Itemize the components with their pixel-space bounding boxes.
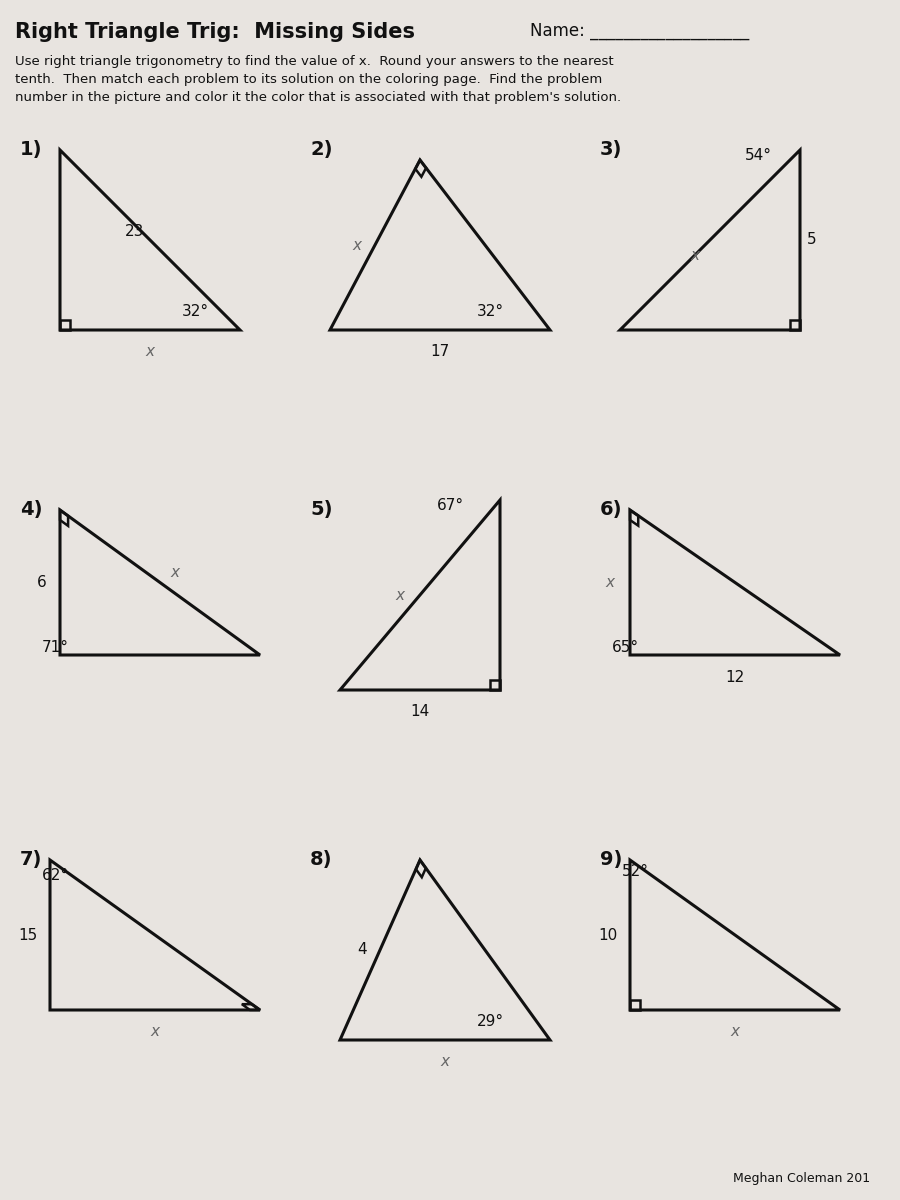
Text: 5: 5 bbox=[807, 233, 817, 247]
Text: 4): 4) bbox=[20, 500, 42, 518]
Text: 6): 6) bbox=[600, 500, 623, 518]
Text: 12: 12 bbox=[725, 670, 744, 684]
Text: 14: 14 bbox=[410, 704, 429, 720]
Text: 52°: 52° bbox=[622, 864, 649, 880]
Text: x: x bbox=[353, 238, 362, 252]
Text: 54°: 54° bbox=[744, 148, 771, 162]
Text: 4: 4 bbox=[357, 942, 367, 958]
Text: 67°: 67° bbox=[436, 498, 464, 512]
Text: 1): 1) bbox=[20, 140, 42, 158]
Text: 32°: 32° bbox=[182, 305, 209, 319]
Text: x: x bbox=[170, 565, 179, 580]
Text: 9): 9) bbox=[600, 850, 623, 869]
Text: 8): 8) bbox=[310, 850, 332, 869]
Text: x: x bbox=[731, 1025, 740, 1039]
Text: 32°: 32° bbox=[476, 305, 504, 319]
Text: 6: 6 bbox=[37, 575, 47, 590]
Text: 15: 15 bbox=[18, 928, 38, 942]
Text: x: x bbox=[150, 1025, 159, 1039]
Text: 17: 17 bbox=[430, 344, 450, 360]
Text: 3): 3) bbox=[600, 140, 623, 158]
Text: Right Triangle Trig:  Missing Sides: Right Triangle Trig: Missing Sides bbox=[15, 22, 415, 42]
Text: x: x bbox=[146, 344, 155, 360]
Text: Meghan Coleman 201: Meghan Coleman 201 bbox=[733, 1172, 870, 1186]
Text: 71°: 71° bbox=[41, 640, 68, 654]
Text: 62°: 62° bbox=[41, 868, 68, 882]
Text: 7): 7) bbox=[20, 850, 42, 869]
Text: 10: 10 bbox=[598, 928, 617, 942]
Text: number in the picture and color it the color that is associated with that proble: number in the picture and color it the c… bbox=[15, 91, 621, 104]
Text: Use right triangle trigonometry to find the value of x.  Round your answers to t: Use right triangle trigonometry to find … bbox=[15, 55, 614, 68]
Text: x: x bbox=[395, 588, 404, 602]
Text: Name: ___________________: Name: ___________________ bbox=[530, 22, 749, 40]
Text: x: x bbox=[690, 247, 699, 263]
Text: x: x bbox=[440, 1055, 449, 1069]
Text: 2): 2) bbox=[310, 140, 332, 158]
Text: 23: 23 bbox=[125, 224, 145, 240]
Text: tenth.  Then match each problem to its solution on the coloring page.  Find the : tenth. Then match each problem to its so… bbox=[15, 73, 602, 86]
Text: x: x bbox=[606, 575, 615, 590]
Text: 29°: 29° bbox=[476, 1014, 504, 1030]
Text: 65°: 65° bbox=[611, 640, 639, 654]
Text: 5): 5) bbox=[310, 500, 332, 518]
